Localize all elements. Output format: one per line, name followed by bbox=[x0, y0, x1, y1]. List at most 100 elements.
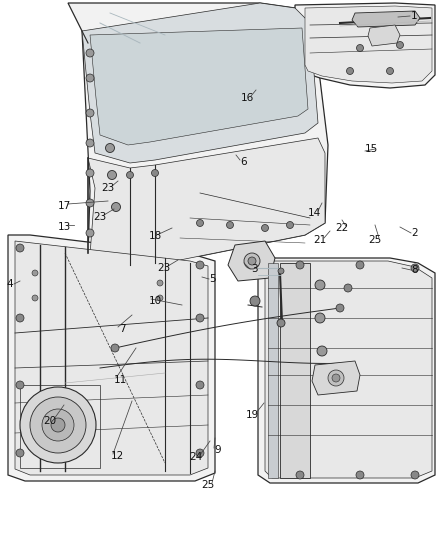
Circle shape bbox=[196, 449, 204, 457]
Circle shape bbox=[111, 344, 119, 352]
Circle shape bbox=[86, 49, 94, 57]
Polygon shape bbox=[88, 138, 325, 268]
Circle shape bbox=[357, 44, 364, 52]
Polygon shape bbox=[258, 255, 435, 483]
Text: 10: 10 bbox=[148, 296, 162, 306]
Polygon shape bbox=[295, 3, 435, 88]
Text: 2: 2 bbox=[412, 228, 418, 238]
Circle shape bbox=[296, 261, 304, 269]
Text: 5: 5 bbox=[210, 274, 216, 284]
Circle shape bbox=[86, 199, 94, 207]
Circle shape bbox=[411, 264, 419, 272]
Circle shape bbox=[86, 169, 94, 177]
Polygon shape bbox=[15, 241, 208, 475]
Text: 19: 19 bbox=[245, 410, 258, 420]
Circle shape bbox=[32, 295, 38, 301]
Circle shape bbox=[396, 42, 403, 49]
Circle shape bbox=[127, 172, 134, 179]
Circle shape bbox=[248, 257, 256, 265]
Circle shape bbox=[107, 171, 117, 180]
Circle shape bbox=[157, 280, 163, 286]
Circle shape bbox=[344, 284, 352, 292]
Circle shape bbox=[328, 370, 344, 386]
Circle shape bbox=[344, 381, 352, 389]
Circle shape bbox=[152, 169, 159, 176]
Text: 24: 24 bbox=[189, 452, 203, 462]
Circle shape bbox=[386, 68, 393, 75]
Polygon shape bbox=[228, 241, 275, 281]
Circle shape bbox=[42, 409, 74, 441]
Text: 20: 20 bbox=[43, 416, 57, 426]
Circle shape bbox=[30, 397, 86, 453]
Circle shape bbox=[86, 229, 94, 237]
Circle shape bbox=[332, 374, 340, 382]
Circle shape bbox=[317, 346, 327, 356]
Circle shape bbox=[244, 253, 260, 269]
Text: 23: 23 bbox=[101, 183, 115, 193]
Polygon shape bbox=[352, 11, 420, 27]
Circle shape bbox=[32, 270, 38, 276]
Text: 3: 3 bbox=[251, 264, 257, 274]
Text: 21: 21 bbox=[313, 235, 327, 245]
Circle shape bbox=[315, 280, 325, 290]
Text: 17: 17 bbox=[57, 201, 71, 211]
Polygon shape bbox=[8, 235, 215, 481]
Circle shape bbox=[250, 296, 260, 306]
Text: 23: 23 bbox=[93, 212, 106, 222]
Text: 13: 13 bbox=[57, 222, 71, 232]
Circle shape bbox=[196, 261, 204, 269]
Text: 14: 14 bbox=[307, 208, 321, 218]
Circle shape bbox=[16, 449, 24, 457]
Text: 6: 6 bbox=[241, 157, 247, 167]
Text: 25: 25 bbox=[368, 235, 381, 245]
Polygon shape bbox=[368, 25, 400, 46]
Circle shape bbox=[16, 314, 24, 322]
Text: 7: 7 bbox=[119, 324, 125, 334]
Circle shape bbox=[16, 244, 24, 252]
Polygon shape bbox=[68, 3, 328, 268]
Text: 25: 25 bbox=[201, 480, 215, 490]
Text: 23: 23 bbox=[157, 263, 171, 273]
Circle shape bbox=[106, 143, 114, 152]
Circle shape bbox=[20, 387, 96, 463]
Polygon shape bbox=[268, 263, 278, 478]
Circle shape bbox=[315, 313, 325, 323]
Text: 12: 12 bbox=[110, 451, 124, 461]
Polygon shape bbox=[265, 261, 432, 478]
Circle shape bbox=[86, 139, 94, 147]
Circle shape bbox=[16, 381, 24, 389]
Circle shape bbox=[346, 68, 353, 75]
Text: 1: 1 bbox=[411, 11, 417, 21]
Polygon shape bbox=[305, 6, 432, 83]
Circle shape bbox=[112, 203, 120, 212]
Circle shape bbox=[277, 319, 285, 327]
Circle shape bbox=[86, 74, 94, 82]
Circle shape bbox=[286, 222, 293, 229]
Circle shape bbox=[356, 471, 364, 479]
Text: 8: 8 bbox=[412, 265, 418, 275]
Polygon shape bbox=[280, 263, 310, 478]
Circle shape bbox=[411, 471, 419, 479]
Circle shape bbox=[296, 471, 304, 479]
Circle shape bbox=[261, 224, 268, 231]
Circle shape bbox=[278, 268, 284, 274]
Circle shape bbox=[157, 295, 163, 301]
Circle shape bbox=[197, 220, 204, 227]
Polygon shape bbox=[82, 3, 318, 163]
Circle shape bbox=[336, 304, 344, 312]
Circle shape bbox=[51, 418, 65, 432]
Circle shape bbox=[226, 222, 233, 229]
Polygon shape bbox=[312, 361, 360, 395]
Circle shape bbox=[86, 109, 94, 117]
Text: 15: 15 bbox=[364, 144, 378, 154]
Text: 11: 11 bbox=[113, 375, 127, 385]
Circle shape bbox=[196, 314, 204, 322]
Text: 9: 9 bbox=[215, 445, 221, 455]
Text: 22: 22 bbox=[336, 223, 349, 233]
Text: 4: 4 bbox=[7, 279, 13, 289]
Text: 18: 18 bbox=[148, 231, 162, 241]
Text: 16: 16 bbox=[240, 93, 254, 103]
Polygon shape bbox=[90, 28, 308, 145]
Circle shape bbox=[356, 261, 364, 269]
Circle shape bbox=[196, 381, 204, 389]
